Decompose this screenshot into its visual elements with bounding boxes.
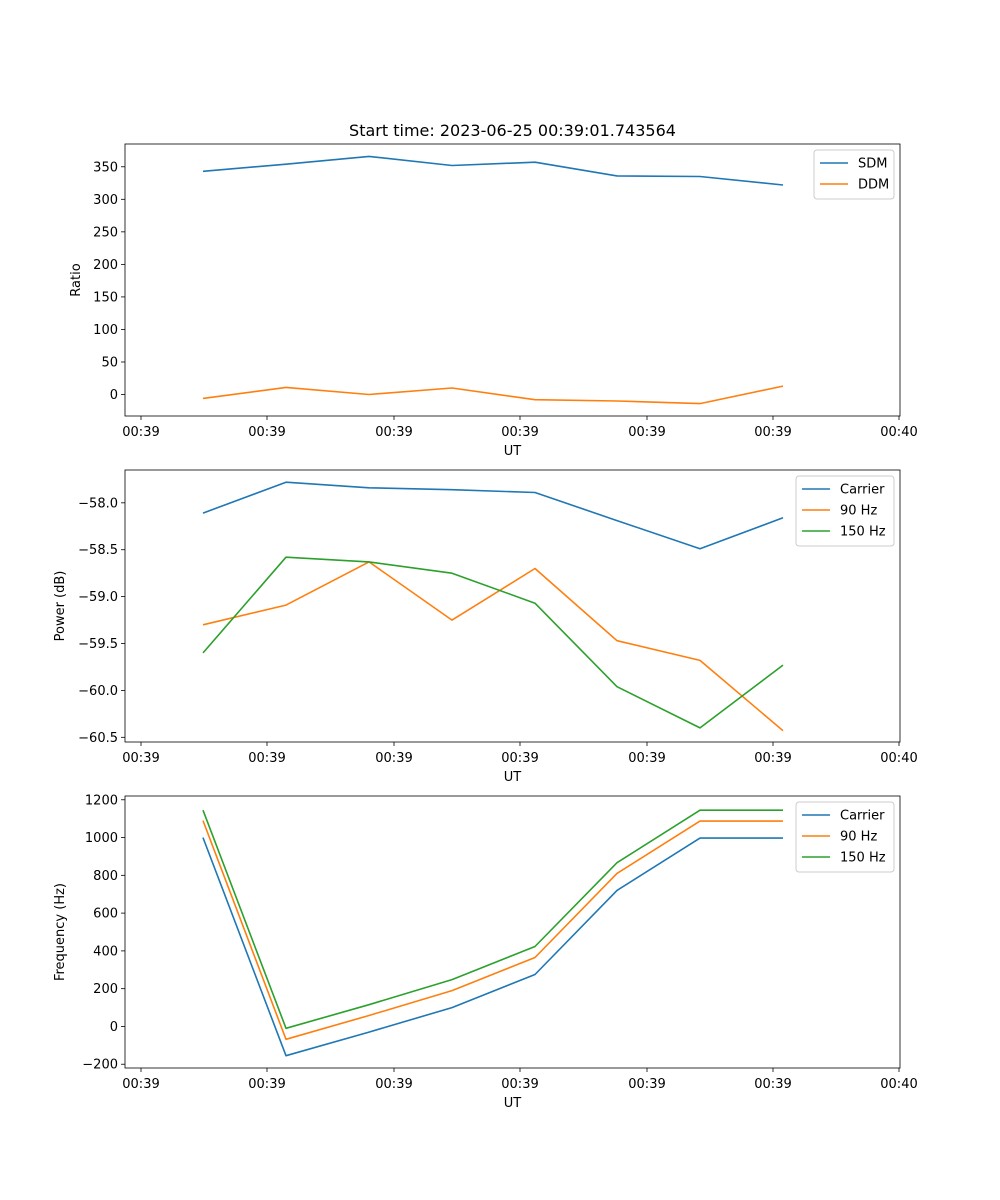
y-axis-label: Ratio [69, 263, 84, 296]
series-line-90-hz [202, 561, 784, 732]
x-tick-label: 00:39 [628, 425, 665, 440]
series-line-carrier [202, 837, 783, 1057]
x-tick-label: 00:40 [880, 1077, 917, 1092]
chart-panel-3: 00:39 00:39 00:39 00:39 00:39 00:39 00:40 −200 0… [53, 793, 918, 1111]
legend-entry: 90 Hz [840, 830, 877, 845]
legend-entry: Carrier [840, 483, 885, 498]
x-tick-label: 00:39 [248, 425, 285, 440]
x-tick-label: 00:39 [248, 1077, 285, 1092]
x-tick-label: 00:39 [122, 1077, 159, 1092]
chart-panel-2: 00:39 00:39 00:39 00:39 00:39 00:39 00:40 −58.0… [53, 469, 918, 785]
x-tick-label: 00:39 [628, 1077, 665, 1092]
y-tick-label: 800 [93, 869, 118, 884]
x-tick-label: 00:39 [375, 425, 412, 440]
x-axis-label: UT [504, 1096, 522, 1111]
y-tick-label: 350 [93, 160, 118, 175]
legend-entry: 150 Hz [840, 525, 886, 540]
x-tick-label: 00:39 [628, 751, 665, 766]
series-line-sdm [202, 155, 784, 186]
y-tick-label: 1000 [85, 831, 118, 846]
legend-box [795, 801, 895, 873]
y-tick-label: 1200 [85, 793, 118, 808]
y-tick-label: 50 [101, 355, 118, 370]
x-tick-label: 00:40 [880, 425, 917, 440]
y-tick-label: −59.5 [78, 637, 118, 652]
y-tick-label: −59.0 [78, 590, 118, 605]
y-axis-label: Power (dB) [53, 571, 68, 642]
axes-frame [124, 143, 901, 417]
legend-entry: SDM [858, 157, 887, 172]
legend-entry: DDM [858, 178, 889, 193]
x-tick-label: 00:39 [122, 751, 159, 766]
y-tick-label: 300 [93, 193, 118, 208]
x-tick-label: 00:39 [754, 751, 791, 766]
series-line-carrier [202, 481, 784, 550]
legend-entry: 90 Hz [840, 504, 877, 519]
y-tick-label: 0 [110, 388, 118, 403]
x-tick-label: 00:39 [375, 751, 412, 766]
x-tick-label: 00:39 [501, 425, 538, 440]
x-tick-label: 00:39 [375, 1077, 412, 1092]
series-line-150-hz [202, 556, 784, 729]
x-tick-label: 00:39 [122, 425, 159, 440]
legend: Carrier 90 Hz 150 Hz [795, 475, 895, 547]
x-axis-label: UT [504, 770, 522, 785]
series-line-ddm [202, 385, 784, 405]
series-line-150-hz [202, 809, 783, 1030]
y-tick-label: 100 [93, 323, 118, 338]
series-line-90-hz [202, 820, 783, 1041]
y-tick-label: 200 [93, 982, 118, 997]
legend: Carrier 90 Hz 150 Hz [795, 801, 895, 873]
y-tick-label: −58.5 [78, 543, 118, 558]
y-tick-label: 200 [93, 258, 118, 273]
y-tick-label: 600 [93, 907, 118, 922]
x-tick-label: 00:39 [754, 1077, 791, 1092]
x-tick-label: 00:39 [501, 751, 538, 766]
legend: SDM DDM [813, 149, 895, 200]
legend-entry: 150 Hz [840, 851, 886, 866]
x-tick-label: 00:39 [248, 751, 285, 766]
legend-box [795, 475, 895, 547]
y-tick-label: 400 [93, 944, 118, 959]
chart-panel-1: Start time: 2023-06-25 00:39:01.74356400… [69, 121, 918, 459]
y-tick-label: 150 [93, 290, 118, 305]
x-tick-label: 00:40 [880, 751, 917, 766]
x-tick-label: 00:39 [754, 425, 791, 440]
axes-frame [124, 795, 901, 1069]
y-tick-label: 250 [93, 225, 118, 240]
axes-frame [124, 469, 901, 743]
y-tick-label: −60.5 [78, 731, 118, 746]
legend-entry: Carrier [840, 809, 885, 824]
y-axis-label: Frequency (Hz) [53, 883, 68, 981]
y-tick-label: −200 [82, 1058, 118, 1073]
y-tick-label: 0 [110, 1020, 118, 1035]
y-tick-label: −58.0 [78, 496, 118, 511]
chart-title: Start time: 2023-06-25 00:39:01.743564 [349, 121, 676, 140]
x-tick-label: 00:39 [501, 1077, 538, 1092]
x-axis-label: UT [504, 444, 522, 459]
y-tick-label: −60.0 [78, 684, 118, 699]
